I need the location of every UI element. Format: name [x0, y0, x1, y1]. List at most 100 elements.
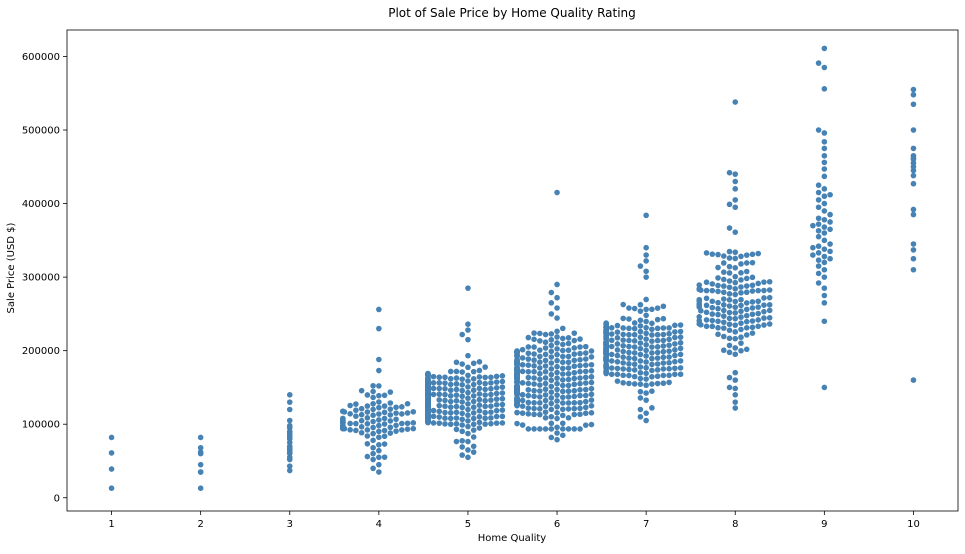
data-point [542, 375, 549, 381]
data-point [465, 327, 471, 333]
data-point [453, 392, 460, 398]
data-point [542, 331, 549, 338]
data-point [525, 392, 532, 399]
data-point [459, 369, 466, 375]
data-point [582, 380, 589, 386]
data-point [732, 304, 739, 311]
data-point [559, 359, 566, 366]
data-point [537, 338, 543, 344]
data-point [732, 279, 739, 286]
data-point [649, 332, 655, 338]
data-point [766, 321, 773, 327]
data-point [465, 412, 471, 419]
data-point [404, 420, 411, 427]
data-point [465, 438, 471, 445]
data-point [626, 316, 632, 322]
data-point [588, 361, 595, 368]
data-point [815, 257, 822, 264]
data-point [470, 449, 477, 455]
data-point [470, 404, 477, 411]
x-tick-label: 1 [108, 519, 114, 530]
data-point [749, 251, 756, 258]
data-point [620, 372, 626, 379]
data-point [577, 356, 583, 363]
data-point [743, 268, 750, 275]
data-point [715, 311, 721, 318]
data-point [726, 321, 733, 328]
data-point [548, 331, 555, 337]
data-point [910, 266, 917, 273]
data-point [821, 300, 828, 306]
data-point [108, 485, 115, 492]
data-point [465, 321, 471, 327]
data-point [554, 294, 560, 301]
data-point [554, 375, 560, 381]
data-point [577, 386, 583, 393]
data-point [649, 344, 655, 350]
data-point [525, 380, 532, 387]
data-point [827, 255, 833, 262]
data-point [542, 403, 549, 410]
data-point [637, 375, 644, 382]
data-point [720, 313, 727, 319]
data-point [554, 415, 560, 422]
data-point [476, 359, 483, 365]
data-point [554, 430, 560, 436]
data-point [525, 362, 532, 368]
data-point [726, 309, 733, 316]
data-point [370, 444, 376, 451]
data-point [525, 411, 532, 417]
data-point [531, 363, 537, 369]
data-point [715, 282, 721, 289]
data-point [370, 382, 376, 389]
data-point [626, 349, 632, 356]
data-point [677, 358, 684, 364]
data-point [347, 420, 353, 427]
data-point [393, 416, 399, 423]
data-point [709, 298, 716, 305]
data-point [470, 415, 477, 422]
data-point [637, 345, 644, 352]
data-point [766, 301, 773, 308]
data-point [643, 306, 649, 313]
data-point [743, 318, 750, 325]
data-point [666, 379, 672, 386]
data-point [482, 409, 488, 416]
data-point [459, 404, 466, 411]
data-point [738, 302, 744, 309]
data-point [666, 330, 672, 337]
data-point [703, 279, 710, 286]
data-point [399, 427, 405, 433]
data-point [732, 310, 739, 316]
data-point [554, 351, 560, 358]
data-point [465, 372, 471, 379]
data-point [582, 386, 589, 393]
data-point [519, 403, 526, 409]
data-point [376, 428, 382, 435]
data-point [649, 388, 655, 394]
data-point [399, 420, 405, 427]
data-point [761, 295, 767, 301]
data-point [559, 335, 566, 342]
data-point [696, 282, 703, 288]
data-point [571, 400, 578, 406]
data-point [537, 370, 543, 377]
data-point [542, 380, 549, 387]
data-point [715, 331, 721, 338]
data-point [654, 373, 661, 380]
data-point [364, 409, 371, 415]
data-point [571, 345, 578, 351]
data-point [197, 485, 204, 492]
data-point [453, 386, 460, 393]
data-point [358, 417, 365, 424]
data-point [370, 424, 376, 431]
data-point [666, 366, 672, 372]
data-point [720, 325, 727, 331]
data-point [370, 388, 376, 395]
data-point [482, 386, 488, 393]
data-point [910, 255, 917, 262]
data-point [370, 450, 376, 457]
data-point [531, 375, 537, 381]
data-point [614, 329, 621, 335]
data-point [582, 368, 589, 375]
